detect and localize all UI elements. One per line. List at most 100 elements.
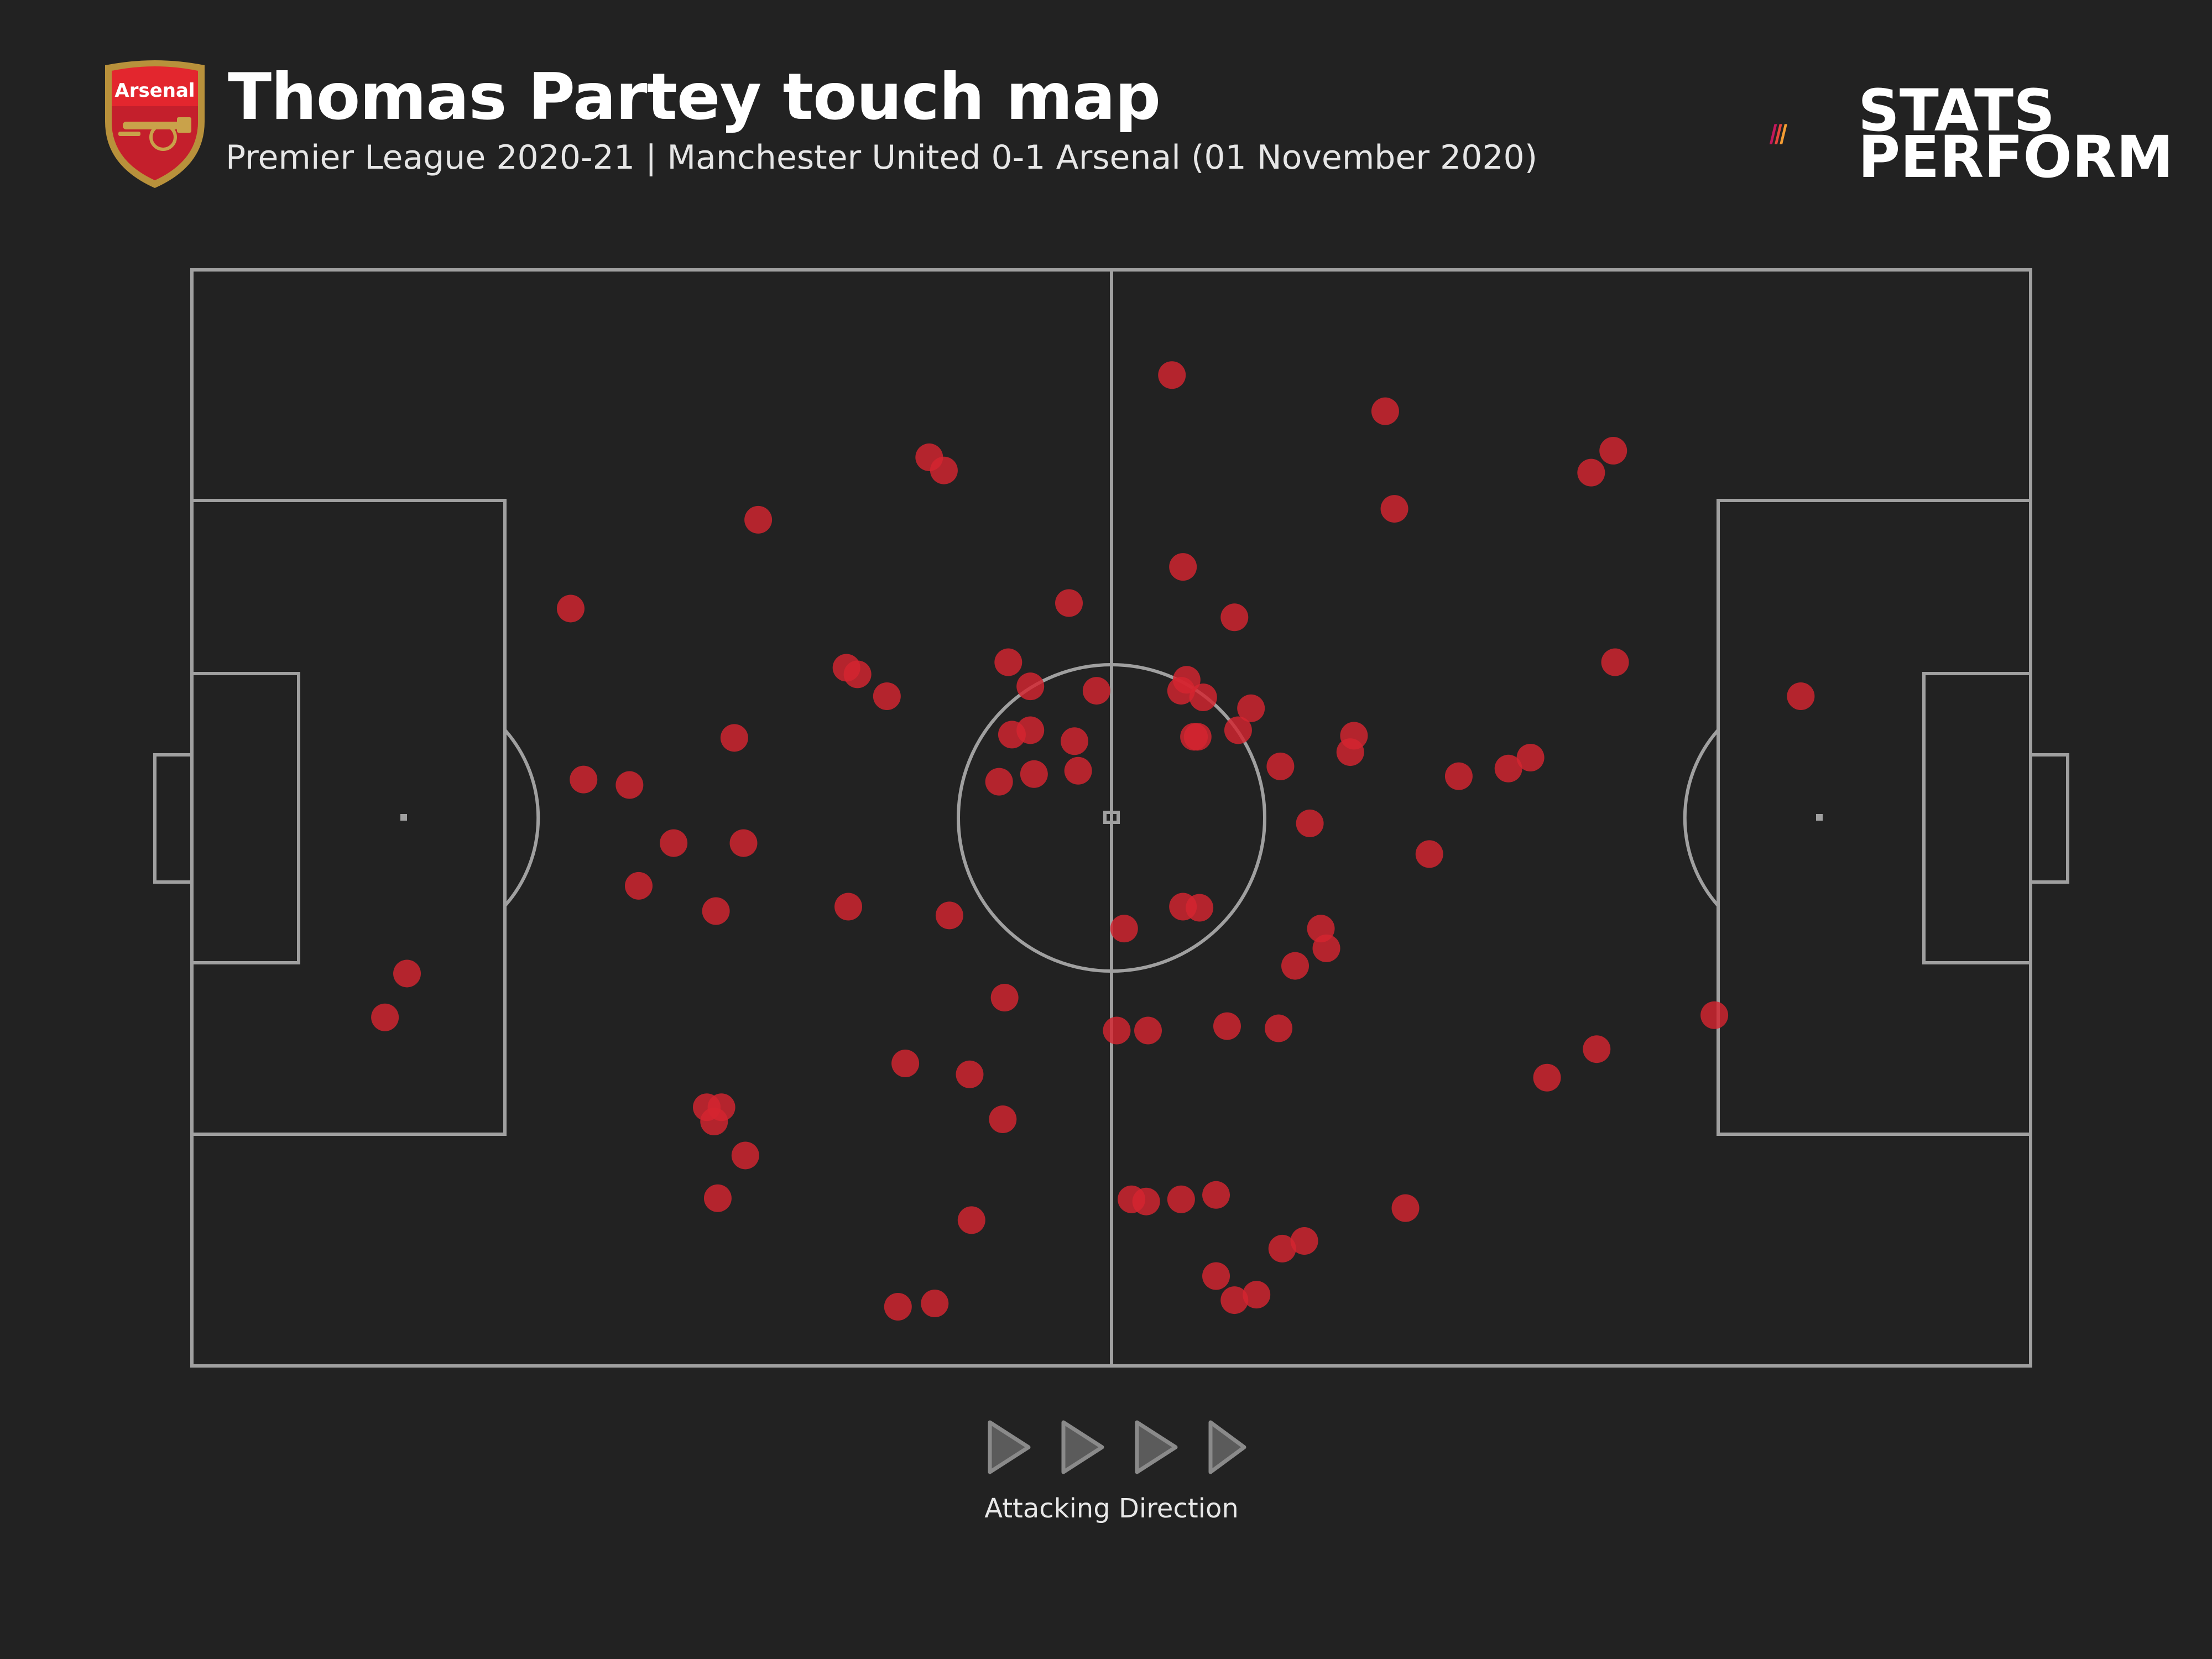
attacking-direction-label: Attacking Direction xyxy=(984,1493,1239,1524)
touch-point-60 xyxy=(1213,1012,1241,1040)
touch-point-39 xyxy=(985,768,1013,796)
brand-name-line2: PERFORM xyxy=(1858,123,2174,191)
touch-point-37 xyxy=(570,765,598,794)
touch-point-63 xyxy=(371,1003,399,1031)
touch-point-31 xyxy=(1224,716,1252,744)
touch-point-35 xyxy=(1444,762,1473,790)
touch-point-20 xyxy=(1172,666,1201,694)
right-goal xyxy=(2029,753,2069,884)
touch-point-51 xyxy=(1110,915,1138,943)
touch-point-23 xyxy=(1787,682,1815,710)
touch-point-3 xyxy=(1599,437,1627,465)
touch-point-49 xyxy=(834,893,863,921)
right-penalty-area xyxy=(1717,499,2032,1136)
touch-point-57 xyxy=(1281,952,1309,980)
touch-point-79 xyxy=(957,1206,985,1234)
touch-point-7 xyxy=(744,505,773,534)
pitch-markings xyxy=(153,268,2069,1368)
touch-point-85 xyxy=(1220,1286,1249,1314)
touch-point-44 xyxy=(660,829,688,857)
touch-point-50 xyxy=(935,901,963,930)
touch-point-68 xyxy=(891,1049,920,1077)
touch-point-82 xyxy=(884,1292,912,1321)
touch-point-73 xyxy=(1391,1194,1420,1222)
right-penalty-spot xyxy=(1816,814,1823,821)
touch-point-9 xyxy=(556,594,585,623)
left-penalty-arc xyxy=(503,729,540,907)
touch-point-22 xyxy=(1237,694,1265,722)
touch-point-84 xyxy=(1202,1262,1230,1290)
touch-point-2 xyxy=(1371,397,1399,425)
touch-point-55 xyxy=(1307,915,1335,943)
touch-point-66 xyxy=(700,1108,728,1136)
touch-point-13 xyxy=(994,648,1022,676)
touch-point-15 xyxy=(843,660,872,688)
brand-name-line1: STATS xyxy=(1858,77,2056,144)
touch-point-25 xyxy=(720,724,748,752)
touch-point-58 xyxy=(1103,1016,1131,1045)
touch-point-1 xyxy=(1158,361,1186,389)
touch-point-4 xyxy=(1577,458,1605,487)
touch-point-45 xyxy=(729,829,758,857)
touch-point-42 xyxy=(1266,752,1295,780)
touch-point-86 xyxy=(1243,1281,1271,1309)
chart-subtitle: Premier League 2020-21 | Manchester Unit… xyxy=(226,138,1538,177)
touch-point-24 xyxy=(1601,648,1629,676)
touch-markers xyxy=(371,361,1815,1321)
touch-point-70 xyxy=(989,1105,1017,1134)
touch-point-46 xyxy=(1415,840,1443,868)
left-penalty-area xyxy=(190,499,507,1136)
left-goal xyxy=(153,753,194,884)
touch-point-10 xyxy=(1169,553,1197,581)
centre-spot xyxy=(1103,811,1120,824)
touch-point-87 xyxy=(1700,1001,1729,1029)
touch-point-61 xyxy=(1265,1014,1293,1042)
attacking-direction-arrows xyxy=(988,1420,1246,1474)
touch-point-69 xyxy=(956,1060,984,1088)
touch-point-8 xyxy=(1380,495,1408,523)
touch-point-18 xyxy=(1082,677,1110,705)
touch-point-30 xyxy=(1180,723,1208,751)
touch-point-53 xyxy=(1186,894,1214,922)
touch-point-80 xyxy=(1290,1227,1318,1255)
touch-point-34 xyxy=(1516,743,1545,771)
centre-circle xyxy=(957,663,1266,973)
stats-perform-logo-icon xyxy=(1769,124,1787,144)
arsenal-crest-icon: Arsenal xyxy=(105,60,205,188)
touch-point-72 xyxy=(1533,1063,1561,1092)
touch-point-40 xyxy=(1020,760,1048,788)
touch-point-75 xyxy=(1132,1187,1160,1215)
left-penalty-spot xyxy=(400,814,407,821)
touch-point-78 xyxy=(703,1184,732,1212)
touch-point-48 xyxy=(702,897,730,925)
touch-point-36 xyxy=(1494,754,1522,782)
touch-point-27 xyxy=(998,721,1026,749)
touch-point-12 xyxy=(1220,603,1249,632)
touch-point-17 xyxy=(1016,672,1045,701)
touch-point-83 xyxy=(921,1290,949,1318)
chart-title: Thomas Partey touch map xyxy=(228,60,1161,134)
touch-point-41 xyxy=(1064,757,1092,785)
touch-point-77 xyxy=(1202,1181,1230,1209)
touch-point-56 xyxy=(990,984,1019,1012)
right-penalty-arc xyxy=(1683,729,1720,907)
touch-point-28 xyxy=(1061,727,1088,755)
touch-point-38 xyxy=(615,771,644,799)
touch-point-43 xyxy=(1296,809,1324,837)
touch-point-21 xyxy=(1189,683,1217,711)
touch-point-11 xyxy=(1055,589,1083,617)
touch-point-47 xyxy=(624,872,653,900)
touch-point-59 xyxy=(1134,1016,1162,1045)
svg-text:Arsenal: Arsenal xyxy=(114,80,195,102)
right-six-yard-box xyxy=(1922,672,2032,964)
touch-point-6 xyxy=(930,456,958,484)
touch-point-16 xyxy=(873,682,901,710)
left-six-yard-box xyxy=(190,672,300,964)
touch-point-33 xyxy=(1336,738,1364,766)
touch-point-81 xyxy=(1268,1234,1296,1262)
touch-point-76 xyxy=(1167,1185,1195,1213)
touch-point-67 xyxy=(731,1141,759,1170)
touch-point-71 xyxy=(1583,1035,1611,1063)
touch-point-62 xyxy=(393,959,421,988)
